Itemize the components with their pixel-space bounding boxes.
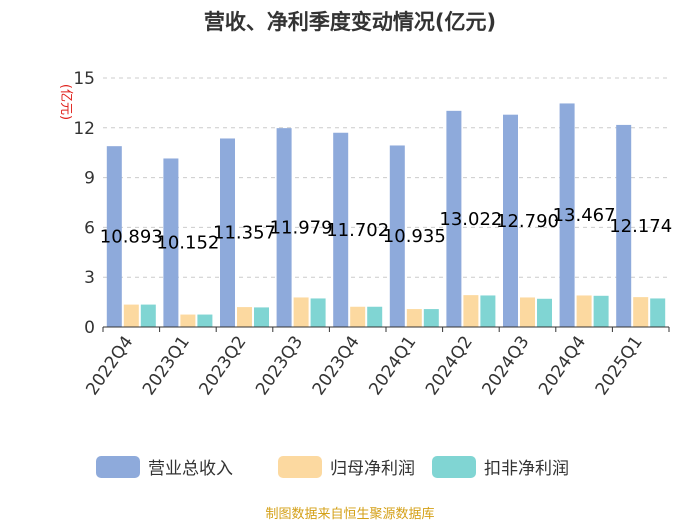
gridlines — [103, 77, 669, 278]
bar-3-2023Q2 — [254, 307, 269, 327]
data-label: 13.022 — [439, 209, 502, 230]
y-tick-label: 6 — [84, 218, 95, 238]
legend-label: 营业总收入 — [148, 459, 233, 479]
x-tick-label: 2023Q3 — [252, 332, 307, 399]
bar-1-2023Q4 — [333, 132, 349, 327]
bar-2-2025Q1 — [633, 297, 649, 327]
bar-2-2023Q3 — [293, 297, 309, 327]
data-label: 12.174 — [609, 216, 672, 237]
x-tick-label: 2024Q1 — [365, 332, 420, 399]
bar-1-2023Q1 — [163, 158, 179, 327]
bar-1-2024Q3 — [503, 114, 518, 327]
bar-2-2024Q2 — [463, 295, 479, 327]
bar-2-2024Q3 — [520, 297, 535, 327]
legend-label: 扣非净利润 — [484, 459, 569, 479]
legend-label: 归母净利润 — [330, 459, 415, 479]
bar-3-2023Q4 — [367, 306, 383, 327]
y-unit-label: (亿元) — [58, 84, 73, 120]
bar-3-2022Q4 — [140, 304, 156, 327]
bar-1-2025Q1 — [616, 124, 632, 328]
x-tick-label: 2023Q1 — [139, 332, 194, 399]
bar-1-2022Q4 — [106, 146, 122, 327]
bar-3-2024Q3 — [537, 298, 552, 327]
bar-2-2023Q4 — [350, 306, 366, 327]
bar-2-2024Q4 — [576, 295, 592, 327]
data-label: 13.467 — [553, 205, 616, 226]
chart-title: 营收、净利季度变动情况(亿元) — [204, 10, 496, 34]
bar-3-2023Q3 — [310, 298, 326, 327]
data-labels: 10.89310.15211.35711.97911.70210.93513.0… — [100, 205, 672, 254]
legend: 营业总收入 归母净利润 扣非净利润 — [96, 456, 569, 479]
data-label: 10.893 — [100, 227, 163, 248]
y-tick-label: 12 — [73, 119, 95, 139]
bars — [106, 103, 666, 328]
x-tick-label: 2025Q1 — [592, 332, 647, 399]
bar-3-2024Q1 — [423, 309, 439, 327]
bar-3-2024Q2 — [480, 295, 496, 327]
bar-2-2023Q1 — [180, 314, 196, 327]
bar-1-2023Q2 — [220, 138, 235, 327]
x-tick-label: 2024Q2 — [422, 332, 477, 399]
data-label: 11.702 — [326, 220, 389, 241]
x-tick-label: 2024Q4 — [535, 332, 590, 399]
bar-2-2022Q4 — [123, 304, 139, 327]
bar-3-2024Q4 — [593, 295, 609, 327]
y-tick-label: 9 — [84, 169, 95, 189]
source-note: 制图数据来自恒生聚源数据库 — [265, 506, 434, 522]
y-tick-label: 0 — [84, 318, 95, 338]
bar-3-2023Q1 — [197, 314, 213, 327]
bar-1-2024Q4 — [559, 103, 575, 327]
x-tick-label: 2023Q4 — [309, 332, 364, 399]
data-label: 11.979 — [270, 218, 333, 239]
bar-1-2024Q2 — [446, 110, 462, 327]
data-label: 10.935 — [383, 226, 446, 247]
data-label: 10.152 — [156, 233, 219, 254]
bar-2-2023Q2 — [237, 307, 252, 327]
legend-swatch — [278, 456, 322, 478]
x-tick-label: 2024Q3 — [479, 332, 534, 399]
y-tick-label: 15 — [73, 69, 95, 89]
legend-swatch — [432, 456, 476, 478]
bar-1-2024Q1 — [389, 145, 405, 327]
data-label: 12.790 — [496, 211, 559, 232]
y-tick-label: 3 — [84, 268, 95, 288]
bar-3-2025Q1 — [650, 298, 666, 327]
bar-1-2023Q3 — [276, 128, 292, 327]
data-label: 11.357 — [213, 223, 276, 244]
y-axis: 0 3 6 9 12 15 — [73, 69, 95, 338]
bar-2-2024Q1 — [406, 309, 422, 327]
x-axis: 2022Q4 2023Q1 2023Q2 2023Q3 2023Q4 2024Q1 2024… — [82, 326, 670, 399]
legend-swatch — [96, 456, 140, 478]
x-tick-label: 2023Q2 — [196, 332, 251, 399]
x-tick-label: 2022Q4 — [82, 332, 137, 399]
